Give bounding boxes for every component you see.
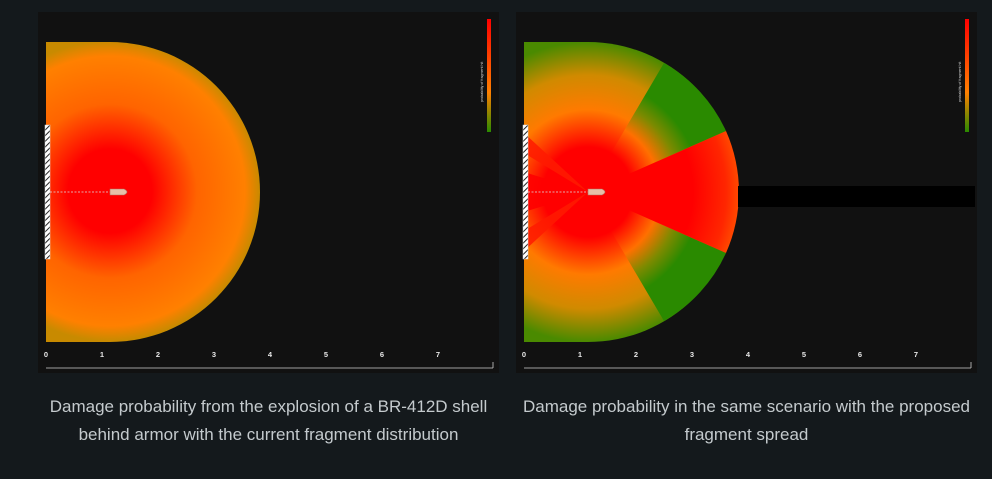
figure-proposed-spread: probability of fragment hit 0 1 2 3 4 5 …	[516, 12, 977, 373]
damage-sector-green-lower	[588, 192, 726, 321]
tick-label: 4	[746, 350, 751, 359]
tick-label: 6	[858, 350, 862, 359]
shell-icon	[587, 188, 606, 196]
legend: probability of fragment hit	[958, 19, 969, 132]
legend-label: probability of fragment hit	[958, 62, 962, 102]
tick-label: 5	[324, 350, 328, 359]
shell-icon	[109, 188, 128, 196]
damage-zone	[46, 42, 260, 342]
legend-colorbar	[487, 19, 491, 132]
figure-current-distribution: probability of fragment hit 0 1 2 3 4 5 …	[38, 12, 499, 373]
tick-label: 1	[578, 350, 582, 359]
armor-plate	[522, 124, 529, 260]
tick-label: 7	[436, 350, 440, 359]
caption-current-distribution: Damage probability from the explosion of…	[49, 397, 488, 444]
tick-label: 4	[268, 350, 273, 359]
tick-label: 3	[212, 350, 216, 359]
damage-sector-green-upper	[588, 63, 726, 192]
damage-ray-upper	[524, 133, 588, 192]
tick-label: 0	[522, 350, 526, 359]
x-axis: 0 1 2 3 4 5 6 7	[522, 350, 972, 369]
tick-label: 5	[802, 350, 806, 359]
tick-label: 7	[914, 350, 918, 359]
legend-colorbar	[965, 19, 969, 132]
legend: probability of fragment hit	[480, 19, 491, 132]
damage-sector-forward	[588, 131, 739, 253]
tick-label: 6	[380, 350, 384, 359]
damage-map-proposed: probability of fragment hit 0 1 2 3 4 5 …	[522, 19, 975, 369]
tick-label: 2	[156, 350, 160, 359]
damage-ray-lower	[524, 192, 588, 251]
caption-proposed-spread: Damage probability in the same scenario …	[523, 397, 970, 444]
shadow-band	[738, 186, 975, 207]
tick-label: 0	[44, 350, 48, 359]
x-axis: 0 1 2 3 4 5 6 7	[44, 350, 494, 369]
damage-map-current: probability of fragment hit 0 1 2 3 4 5 …	[44, 19, 494, 369]
legend-label: probability of fragment hit	[480, 62, 484, 102]
tick-label: 3	[690, 350, 694, 359]
tick-label: 1	[100, 350, 104, 359]
tick-label: 2	[634, 350, 638, 359]
armor-plate	[44, 124, 51, 260]
